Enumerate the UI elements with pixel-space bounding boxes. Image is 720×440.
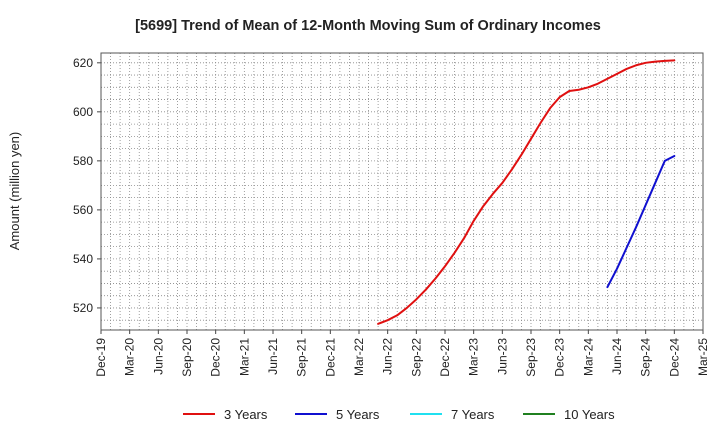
x-tick-label: Jun-22: [381, 338, 395, 375]
x-tick-label: Mar-23: [467, 338, 481, 376]
series-line-5-years: [606, 154, 676, 289]
y-tick-label: 600: [73, 105, 93, 119]
x-tick-label: Jun-21: [266, 338, 280, 375]
y-tick-label: 540: [73, 252, 93, 266]
x-tick-label: Dec-19: [94, 338, 108, 377]
x-tick-label: Sep-24: [639, 338, 653, 377]
x-tick-label: Dec-22: [438, 338, 452, 377]
x-tick-label: Sep-21: [295, 338, 309, 377]
x-tick-label: Sep-22: [409, 338, 423, 377]
x-tick-label: Jun-23: [495, 338, 509, 375]
x-tick-label: Dec-24: [667, 338, 681, 377]
series-line-3-years: [377, 59, 676, 325]
x-tick-label: Mar-24: [581, 338, 595, 376]
x-tick-label: Mar-22: [352, 338, 366, 376]
x-tick-label: Sep-23: [524, 338, 538, 377]
x-tick-label: Sep-20: [180, 338, 194, 377]
x-tick-label: Mar-25: [696, 338, 710, 376]
y-tick-label: 520: [73, 301, 93, 315]
legend-label: 7 Years: [451, 407, 495, 422]
legend-label: 10 Years: [564, 407, 615, 422]
x-tick-label: Jun-24: [610, 338, 624, 375]
y-tick-label: 620: [73, 56, 93, 70]
legend: 3 Years 5 Years 7 Years 10 Years: [183, 407, 615, 422]
x-tick-label: Dec-20: [209, 338, 223, 377]
y-axis-label: Amount (million yen): [7, 132, 22, 251]
plot-background: [101, 53, 703, 330]
y-tick-label: 580: [73, 154, 93, 168]
x-tick-label: Dec-21: [323, 338, 337, 377]
x-tick-label: Jun-20: [151, 338, 165, 375]
x-tick-label: Dec-23: [553, 338, 567, 377]
x-tick-label: Mar-21: [237, 338, 251, 376]
legend-label: 3 Years: [224, 407, 268, 422]
x-tick-label: Mar-20: [123, 338, 137, 376]
plot-area: 520 540 560 580 600 620 Dec-19 Mar-20 Jun-20 Sep-…: [73, 52, 710, 377]
legend-label: 5 Years: [336, 407, 380, 422]
chart-title: [5699] Trend of Mean of 12-Month Moving …: [135, 18, 601, 34]
y-tick-label: 560: [73, 203, 93, 217]
plot-frame: [100, 52, 704, 331]
